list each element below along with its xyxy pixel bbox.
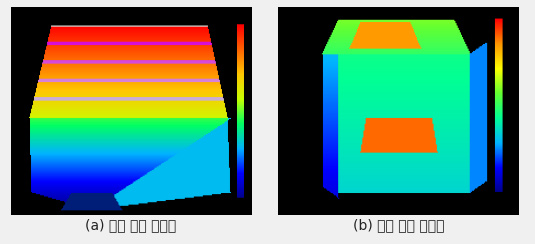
Text: (b) 오산 권동 지구대: (b) 오산 권동 지구대 [353, 218, 445, 232]
Text: (a) 종로 평창 파출소: (a) 종로 평창 파출소 [86, 218, 177, 232]
